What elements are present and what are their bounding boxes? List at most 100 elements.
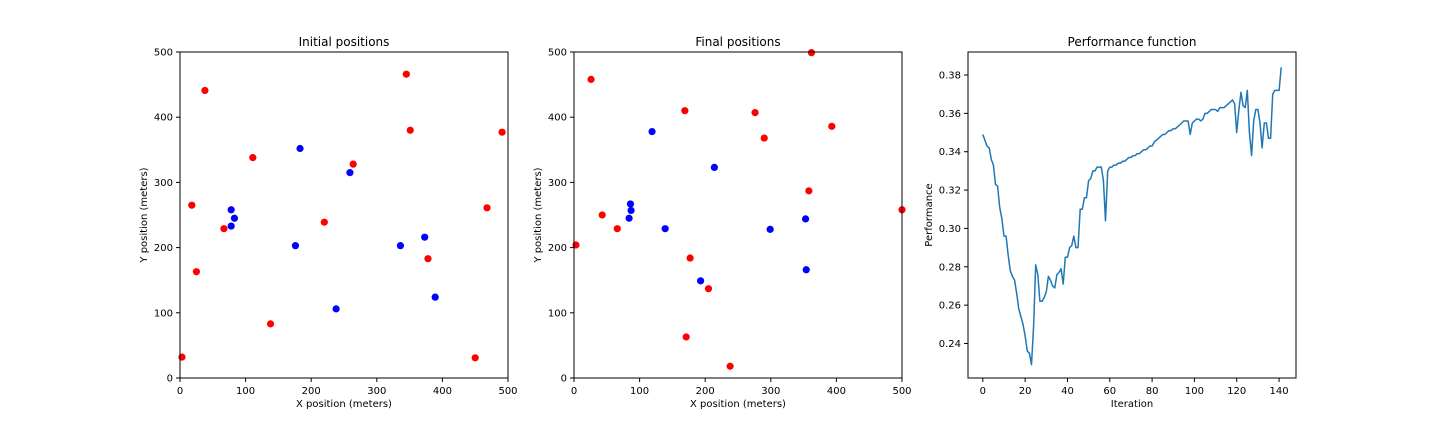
x-tick-label: 0 [177, 386, 183, 397]
x-tick-label: 140 [1270, 386, 1289, 397]
chart-title: Performance function [1068, 35, 1197, 49]
y-tick-label: 200 [548, 243, 567, 254]
y-tick-label: 0.26 [939, 301, 961, 312]
blue-point [332, 305, 340, 313]
y-tick-label: 300 [548, 178, 567, 189]
red-point [613, 225, 621, 233]
y-tick-label: 0.30 [939, 224, 961, 235]
blue-point [648, 127, 656, 136]
red-point [424, 255, 432, 263]
axes-frame [967, 51, 1297, 379]
panel-final-positions: Final positions 0 100 200 300 400 500 0 100 200… [533, 35, 912, 410]
y-axis-label: Performance [924, 183, 935, 246]
red-point [682, 333, 690, 341]
y-tick-label: 0.36 [939, 109, 961, 120]
red-point [805, 187, 813, 195]
y-axis-ticks: 0.24 0.26 0.28 0.30 0.32 0.34 0.36 0.38 [939, 71, 968, 350]
blue-point [661, 225, 669, 233]
blue-point [431, 293, 439, 301]
blue-point [421, 233, 429, 241]
x-tick-label: 100 [1185, 386, 1204, 397]
x-tick-label: 300 [367, 386, 386, 397]
red-point [704, 285, 713, 293]
y-tick-label: 0.34 [939, 147, 961, 158]
red-point [201, 86, 209, 95]
y-tick-label: 400 [154, 113, 173, 124]
red-point [406, 126, 414, 134]
x-tick-label: 500 [498, 386, 517, 397]
blue-point [230, 214, 239, 222]
y-axis-label: Y position (meters) [533, 167, 544, 263]
blue-point [396, 242, 405, 250]
x-tick-label: 200 [696, 386, 715, 397]
x-axis-label: X position (meters) [296, 399, 392, 410]
y-tick-label: 100 [548, 308, 567, 319]
plot-area [178, 70, 506, 362]
axes-frame [573, 51, 903, 379]
x-tick-label: 20 [1019, 386, 1032, 397]
blue-point [802, 266, 810, 274]
blue-point [697, 277, 705, 285]
red-point [178, 353, 186, 361]
red-point [807, 49, 816, 57]
red-point [828, 122, 836, 130]
performance-line [982, 67, 1282, 366]
x-axis-label: Iteration [1111, 399, 1153, 410]
blue-point [346, 169, 354, 177]
x-tick-label: 0 [980, 386, 986, 397]
red-point [349, 160, 357, 168]
blue-point [296, 144, 304, 153]
x-tick-label: 400 [433, 386, 452, 397]
y-tick-label: 200 [154, 243, 173, 254]
y-tick-label: 400 [548, 113, 567, 124]
x-tick-label: 120 [1227, 386, 1246, 397]
red-point [266, 320, 275, 328]
red-point [471, 354, 479, 362]
y-axis-label: Y position (meters) [139, 167, 150, 263]
red-point [402, 70, 410, 78]
plot-area [572, 49, 906, 370]
blue-point [227, 222, 235, 230]
y-tick-label: 100 [154, 308, 173, 319]
x-tick-label: 0 [571, 386, 577, 397]
x-tick-label: 60 [1103, 386, 1116, 397]
red-point [681, 107, 689, 115]
x-tick-label: 200 [302, 386, 321, 397]
blue-point [291, 242, 300, 250]
panel-performance-function: Performance function 0 20 40 60 80 100 120 140 … [924, 35, 1297, 410]
x-tick-label: 100 [236, 386, 255, 397]
red-point [587, 75, 595, 83]
chart-title: Final positions [695, 35, 780, 49]
blue-point [801, 215, 810, 223]
red-point [188, 201, 196, 209]
blue-point [627, 206, 635, 215]
red-point [686, 254, 694, 262]
y-tick-label: 0 [167, 374, 173, 385]
chart-title: Initial positions [299, 35, 390, 49]
blue-point [625, 214, 633, 222]
y-tick-label: 0.38 [939, 71, 961, 82]
x-tick-label: 80 [1146, 386, 1159, 397]
y-tick-label: 0.32 [939, 186, 961, 197]
plot-area [982, 67, 1282, 366]
y-tick-label: 300 [154, 178, 173, 189]
y-tick-label: 500 [548, 48, 567, 59]
y-axis-ticks: 0 100 200 300 400 500 [154, 48, 180, 385]
x-tick-label: 300 [761, 386, 780, 397]
red-point [760, 134, 768, 142]
y-tick-label: 0.24 [939, 339, 961, 350]
panel-initial-positions: Initial positions 0 100 200 300 400 500 0 100 2… [139, 35, 518, 410]
red-point [483, 204, 491, 212]
red-point [320, 218, 328, 226]
axes-frame [179, 51, 509, 379]
red-point [498, 128, 506, 136]
blue-point [626, 200, 635, 208]
y-tick-label: 0.28 [939, 262, 961, 273]
x-axis-ticks: 0 20 40 60 80 100 120 140 [980, 378, 1289, 397]
y-axis-ticks: 0 100 200 300 400 500 [548, 48, 574, 385]
red-point [192, 268, 200, 276]
red-point [249, 154, 257, 162]
blue-point [227, 206, 235, 214]
x-axis-ticks: 0 100 200 300 400 500 [177, 378, 518, 397]
